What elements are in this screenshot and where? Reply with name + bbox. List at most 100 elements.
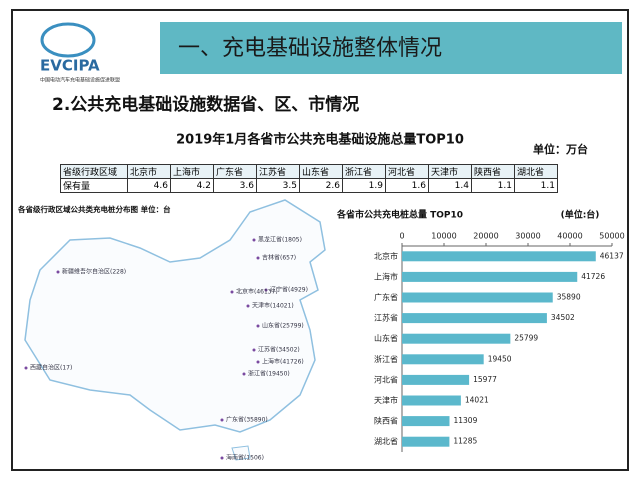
value-label: 46137 [600,251,624,260]
table-row: 保有量 4.6 4.2 3.6 3.5 2.6 1.9 1.6 1.4 1.1 1.1 [60,178,558,193]
table-cell: 2.6 [299,178,343,193]
y-tick-label: 山东省 [374,333,398,343]
bar [402,436,450,447]
y-tick-label: 广东省 [374,292,398,302]
y-tick-label: 北京市 [374,251,398,261]
bar [402,333,511,344]
y-tick-label: 浙江省 [374,354,398,364]
value-label: 25799 [514,334,538,343]
value-label: 34502 [551,313,575,322]
table-unit: 单位：万台 [533,142,588,156]
value-label: 15977 [473,375,497,384]
y-tick-label: 江苏省 [374,313,398,323]
table-cell: 省级行政区域 [60,164,128,179]
header-band [160,22,622,74]
map-label: 新疆维吾尔自治区(228) [62,268,126,276]
map-label: 吉林省(657) [262,254,296,262]
table-cell: 4.2 [170,178,214,193]
table-cell: 天津市 [428,164,472,179]
bar [402,251,596,262]
y-tick-label: 河北省 [374,374,398,384]
table-cell: 4.6 [127,178,171,193]
bar [402,374,470,385]
map-label: 黑龙江省(1805) [258,236,302,244]
value-label: 41726 [581,272,605,281]
bar [402,292,553,303]
table-cell: 1.4 [428,178,472,193]
table-row: 省级行政区域 北京市 上海市 广东省 江苏省 山东省 浙江省 河北省 天津市 陕西省 湖北省 [60,164,558,179]
y-tick-label: 陕西省 [374,416,398,426]
label-bg [485,353,514,366]
table-cell: 湖北省 [514,164,558,179]
map-title: 各省级行政区域公共类充电桩分布图 单位：台 [17,204,171,214]
table-cell: 3.6 [213,178,257,193]
table-cell: 北京市 [127,164,171,179]
map-label: 西藏自治区(17) [30,364,72,372]
table-title: 2019年1月各省市公共充电基础设施总量TOP10 [176,132,464,148]
map-dot [246,304,250,308]
label-bg [579,270,608,283]
label-bg [554,291,583,304]
y-tick-label: 湖北省 [374,436,398,446]
table-cell: 浙江省 [342,164,386,179]
header-title: 一、充电基础设施整体情况 [178,36,442,61]
table-cell: 山东省 [299,164,343,179]
table-cell: 1.1 [471,178,515,193]
map-dot [264,288,268,292]
x-tick-label: 30000 [515,232,540,241]
x-tick-label: 50000 [599,232,624,241]
label-bg [512,332,541,345]
label-bg [451,435,480,448]
bar [402,271,578,282]
table-cell: 1.6 [385,178,429,193]
map-dot [230,290,234,294]
map-label: 天津市(14021) [252,302,294,310]
map-dot [252,238,256,242]
bar [402,395,461,406]
value-label: 19450 [488,354,512,363]
table-cell: 1.9 [342,178,386,193]
frame [11,9,629,471]
subtitle: 2.公共充电基础设施数据省、区、市情况 [52,94,359,115]
map-label: 上海市(41726) [262,358,304,366]
map-island [231,445,251,461]
table-cell: 上海市 [170,164,214,179]
logo-org: 中国电动汽车充电基础设施促进联盟 [40,77,120,84]
table-cell: 3.5 [256,178,300,193]
table-cell: 陕西省 [471,164,515,179]
value-label: 35890 [557,293,581,302]
label-bg [471,373,500,386]
logo-name: EVCIPA [40,57,100,75]
map-label: 江苏省(34502) [258,346,300,354]
table-cell: 1.1 [514,178,558,193]
y-tick-label: 天津市 [374,395,398,405]
value-label: 11309 [453,416,477,425]
map-label: 山东省(25799) [262,322,304,330]
map-label: 浙江省(19450) [248,370,290,378]
y-tick-label: 上海市 [374,271,398,281]
map-dot [220,418,224,422]
chart-subtitle: (单位:台) [561,209,600,221]
value-label: 14021 [465,396,489,405]
map-dot [256,324,260,328]
x-tick-label: 0 [399,232,404,241]
logo-icon [40,22,96,58]
map-label: 北京市(46137) [236,288,278,296]
map-dot [242,372,246,376]
map-label: 广东省(35890) [226,416,268,424]
table-cell: 广东省 [213,164,257,179]
map-dot [24,366,28,370]
map-dot [256,360,260,364]
label-bg [462,394,491,407]
chart-title: 各省市公共充电桩总量 TOP10 [336,209,463,221]
data-table: 省级行政区域 北京市 上海市 广东省 江苏省 山东省 浙江省 河北省 天津市 陕西省 湖北省 保有量 4… [60,164,558,193]
map-dot [220,456,224,460]
label-bg [548,312,577,325]
x-tick-label: 20000 [473,232,498,241]
bar [402,354,484,365]
x-tick-label: 10000 [431,232,456,241]
table-cell: 江苏省 [256,164,300,179]
table-cell: 保有量 [60,178,128,193]
